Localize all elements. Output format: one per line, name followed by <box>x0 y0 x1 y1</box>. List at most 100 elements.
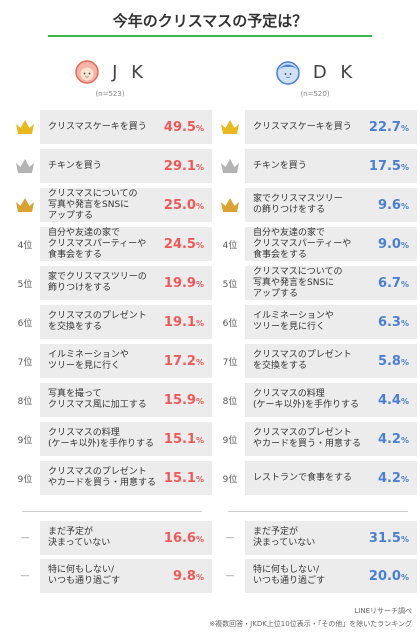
item-label: 特に何もしない/ いつも通り過ごす <box>48 565 121 586</box>
ranking-row: 9位 クリスマスのプレゼント やカードを買う・用意する 15.1% <box>10 460 212 496</box>
ranking-item-box: クリスマスのプレゼント を交換をする 19.1% <box>40 305 212 339</box>
ranking-item-box: クリスマスのプレゼント やカードを買う・用意する 4.2% <box>245 422 417 456</box>
silver-crown-icon <box>16 159 34 173</box>
item-label: クリスマスケーキを買う <box>48 121 147 132</box>
rank-label: 4位 <box>17 240 33 251</box>
percent-unit: % <box>195 318 204 328</box>
percent-unit: % <box>400 240 409 250</box>
rank-label: — <box>20 533 30 543</box>
percent-unit: % <box>400 123 409 133</box>
percent-unit: % <box>195 162 204 172</box>
item-label: チキンを買う <box>253 160 307 171</box>
item-label: イルミネーションや ツリーを見に行く <box>253 311 334 332</box>
item-value: 4.4% <box>377 392 409 408</box>
dk-column-header: D K <box>215 58 415 86</box>
ranking-item-box: クリスマスのプレゼント を交換をする 5.8% <box>245 344 417 378</box>
ranking-item-box: 自分や友達の家で クリスマスパーティーや 食事会をする 24.5% <box>40 227 212 261</box>
ranking-item-box: 家でクリスマスツリーの 飾りつけをする 19.9% <box>40 266 212 300</box>
item-value: 9.8% <box>172 568 204 584</box>
item-value: 29.1% <box>163 158 204 174</box>
item-label: クリスマスのプレゼント やカードを買う・用意する <box>48 467 157 488</box>
item-value: 25.0% <box>163 197 204 213</box>
ranking-row: クリスマスケーキを買う 22.7% <box>215 109 417 145</box>
percent-unit: % <box>195 201 204 211</box>
item-value: 16.6% <box>163 530 204 546</box>
rank-crown <box>215 148 245 184</box>
rank-label: 8位 <box>222 396 238 407</box>
dk-sample-size: (n=520) <box>300 90 330 98</box>
rank-label: 8位 <box>17 396 33 407</box>
ranking-row: 7位 クリスマスのプレゼント を交換をする 5.8% <box>215 343 417 379</box>
item-label: イルミネーションや ツリーを見に行く <box>48 350 129 371</box>
ranking-item-box: イルミネーションや ツリーを見に行く 17.2% <box>40 344 212 378</box>
ranking-item-box: クリスマスの料理 (ケーキ以外)を手作りする 4.4% <box>245 383 417 417</box>
ranking-item-box: チキンを買う 17.5% <box>245 149 417 183</box>
ranking-row: 9位 レストランで食事をする 4.2% <box>215 460 417 496</box>
ranking-row: 9位 クリスマスのプレゼント やカードを買う・用意する 4.2% <box>215 421 417 457</box>
ranking-item-box: クリスマスのプレゼント やカードを買う・用意する 15.1% <box>40 461 212 495</box>
rank-label: — <box>225 533 235 543</box>
item-value: 17.5% <box>368 158 409 174</box>
item-value: 17.2% <box>163 353 204 369</box>
rank-label: 9位 <box>222 435 238 446</box>
ranking-row: 9位 クリスマスの料理 (ケーキ以外)を手作りする 15.1% <box>10 421 212 457</box>
ranking-row: 7位 イルミネーションや ツリーを見に行く 17.2% <box>10 343 212 379</box>
ranking-row: 5位 クリスマスについての 写真や発言をSNSに アップする 6.7% <box>215 265 417 301</box>
ranking-row: クリスマスについての 写真や発言をSNSに アップする 25.0% <box>10 187 212 223</box>
jk-girl-avatar-icon <box>75 60 99 84</box>
percent-unit: % <box>400 357 409 367</box>
percent-unit: % <box>400 279 409 289</box>
jk-sample-size: (n=523) <box>95 90 125 98</box>
ranking-item-box: クリスマスケーキを買う 49.5% <box>40 110 212 144</box>
ranking-item-box: クリスマスについての 写真や発言をSNSに アップする 6.7% <box>245 266 417 300</box>
item-label: まだ予定が 決まっていない <box>253 527 316 548</box>
percent-unit: % <box>400 534 409 544</box>
bronze-crown-icon <box>16 198 34 212</box>
item-label: クリスマスの料理 (ケーキ以外)を手作りする <box>48 428 155 449</box>
item-value: 49.5% <box>163 119 204 135</box>
item-label: レストランで食事をする <box>253 472 353 483</box>
ranking-row: 4位 自分や友達の家で クリスマスパーティーや 食事会をする 9.0% <box>215 226 417 262</box>
rank-label: 9位 <box>17 474 33 485</box>
item-value: 15.1% <box>163 431 204 447</box>
item-value: 20.0% <box>368 568 409 584</box>
ranking-row: 6位 イルミネーションや ツリーを見に行く 6.3% <box>215 304 417 340</box>
percent-unit: % <box>195 357 204 367</box>
ranking-row: クリスマスケーキを買う 49.5% <box>10 109 212 145</box>
ranking-row: 家でクリスマスツリー の飾りつけをする 9.6% <box>215 187 417 223</box>
item-label: クリスマスのプレゼント を交換をする <box>253 350 352 371</box>
percent-unit: % <box>195 279 204 289</box>
item-value: 31.5% <box>368 530 409 546</box>
rank-label: 9位 <box>17 435 33 446</box>
ranking-item-box: まだ予定が 決まっていない 16.6% <box>40 521 212 555</box>
dk-divider <box>228 511 408 512</box>
item-label: 写真を撮って クリスマス風に加工する <box>48 389 147 410</box>
item-label: 特に何もしない/ いつも通り過ごす <box>253 565 326 586</box>
rank-crown <box>215 187 245 223</box>
percent-unit: % <box>400 201 409 211</box>
percent-unit: % <box>195 435 204 445</box>
ranking-item-box: 写真を撮って クリスマス風に加工する 15.9% <box>40 383 212 417</box>
silver-crown-icon <box>221 159 239 173</box>
item-label: クリスマスケーキを買う <box>253 121 352 132</box>
percent-unit: % <box>195 396 204 406</box>
ranking-item-box: レストランで食事をする 4.2% <box>245 461 417 495</box>
jk-column-header: J K <box>10 58 210 86</box>
jk-label: J K <box>112 61 147 83</box>
ranking-item-box: まだ予定が 決まっていない 31.5% <box>245 521 417 555</box>
item-value: 4.2% <box>377 431 409 447</box>
item-value: 4.2% <box>377 470 409 486</box>
ranking-item-box: 家でクリスマスツリー の飾りつけをする 9.6% <box>245 188 417 222</box>
ranking-row: チキンを買う 29.1% <box>10 148 212 184</box>
item-value: 22.7% <box>368 119 409 135</box>
gold-crown-icon <box>221 120 239 134</box>
percent-unit: % <box>195 474 204 484</box>
rank-crown <box>10 187 40 223</box>
dk-label: D K <box>312 61 357 83</box>
percent-unit: % <box>195 240 204 250</box>
rank-label: 5位 <box>17 279 33 290</box>
bronze-crown-icon <box>221 198 239 212</box>
rank-label: 7位 <box>222 357 238 368</box>
item-value: 9.6% <box>377 197 409 213</box>
jk-divider <box>22 511 202 512</box>
